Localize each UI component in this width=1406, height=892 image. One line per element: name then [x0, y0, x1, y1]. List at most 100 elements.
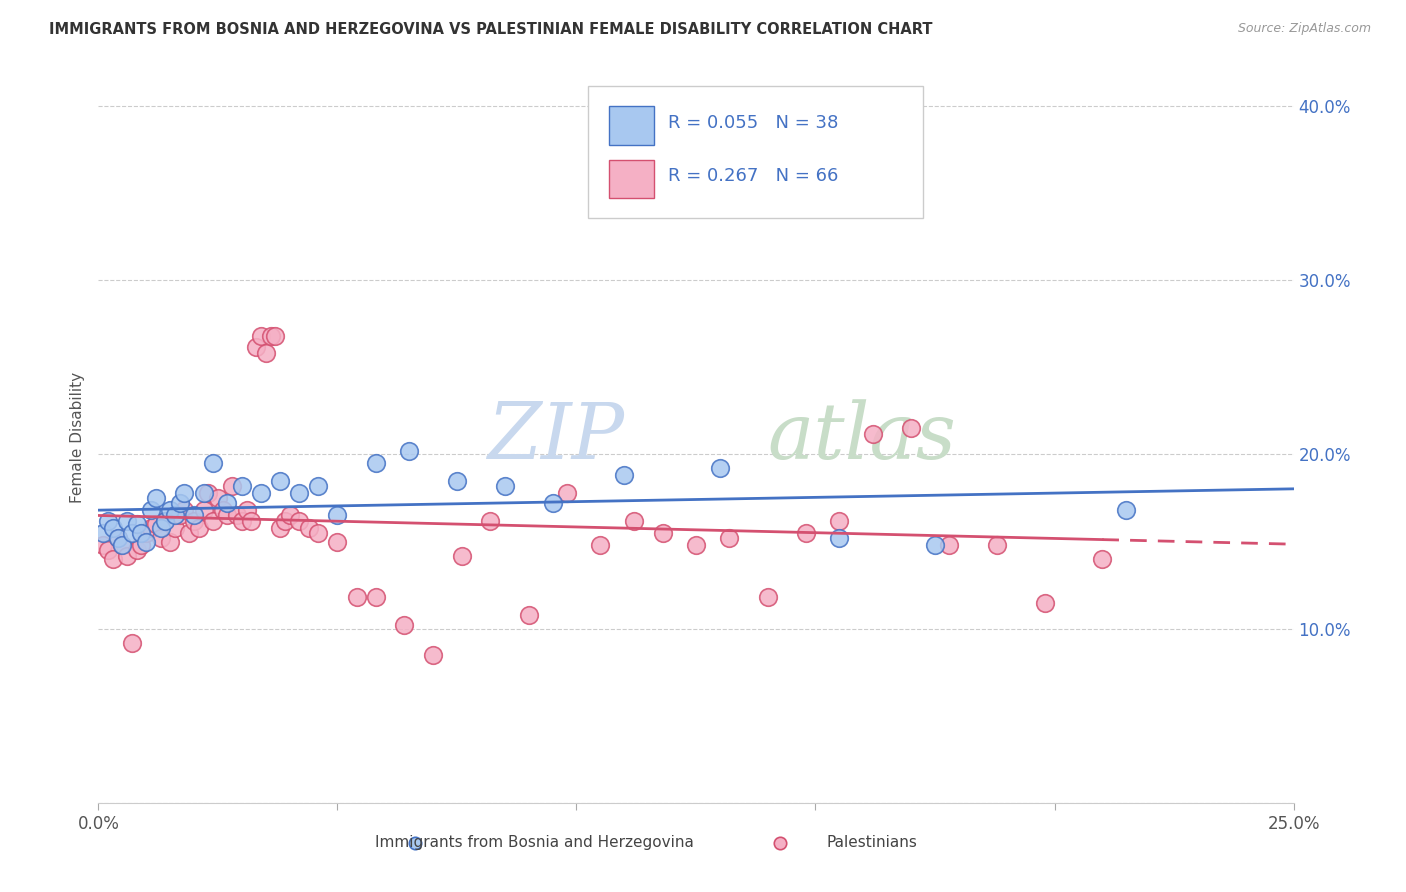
- Point: [183, 514, 205, 528]
- Text: ZIP: ZIP: [486, 399, 624, 475]
- Point: [217, 508, 239, 523]
- Point: [125, 543, 148, 558]
- Point: [288, 514, 311, 528]
- Point: [709, 461, 731, 475]
- Point: [149, 521, 172, 535]
- Point: [107, 531, 129, 545]
- Y-axis label: Female Disability: Female Disability: [70, 371, 86, 503]
- Point: [685, 538, 707, 552]
- Point: [183, 508, 205, 523]
- Point: [259, 329, 281, 343]
- Point: [274, 514, 297, 528]
- Point: [254, 346, 277, 360]
- Point: [159, 534, 181, 549]
- Point: [718, 531, 741, 545]
- Point: [131, 525, 153, 540]
- Point: [155, 514, 177, 528]
- Point: [828, 514, 851, 528]
- Point: [288, 485, 311, 500]
- Text: Source: ZipAtlas.com: Source: ZipAtlas.com: [1237, 22, 1371, 36]
- Point: [135, 525, 157, 540]
- Point: [541, 496, 564, 510]
- Point: [169, 496, 191, 510]
- Point: [145, 517, 167, 532]
- Point: [651, 525, 673, 540]
- Point: [450, 549, 472, 563]
- Point: [163, 508, 186, 523]
- Point: [231, 514, 253, 528]
- Point: [221, 479, 243, 493]
- Point: [240, 514, 263, 528]
- Point: [107, 531, 129, 545]
- FancyBboxPatch shape: [609, 160, 654, 198]
- Point: [250, 485, 273, 500]
- Point: [1033, 595, 1056, 609]
- Point: [900, 421, 922, 435]
- Text: R = 0.055   N = 38: R = 0.055 N = 38: [668, 114, 839, 132]
- Point: [278, 508, 301, 523]
- Text: Palestinians: Palestinians: [827, 836, 917, 850]
- Point: [269, 521, 291, 535]
- FancyBboxPatch shape: [609, 106, 654, 145]
- Point: [226, 508, 249, 523]
- Point: [179, 525, 201, 540]
- Point: [555, 485, 578, 500]
- Text: IMMIGRANTS FROM BOSNIA AND HERZEGOVINA VS PALESTINIAN FEMALE DISABILITY CORRELAT: IMMIGRANTS FROM BOSNIA AND HERZEGOVINA V…: [49, 22, 932, 37]
- Point: [121, 635, 143, 649]
- Text: Immigrants from Bosnia and Herzegovina: Immigrants from Bosnia and Herzegovina: [375, 836, 693, 850]
- Point: [111, 538, 134, 552]
- Point: [211, 503, 233, 517]
- Point: [613, 468, 636, 483]
- FancyBboxPatch shape: [589, 86, 922, 218]
- Point: [422, 648, 444, 662]
- Point: [155, 514, 177, 528]
- Point: [235, 503, 257, 517]
- Point: [307, 479, 329, 493]
- Point: [307, 525, 329, 540]
- Point: [97, 514, 120, 528]
- Point: [494, 479, 516, 493]
- Point: [202, 514, 225, 528]
- Point: [245, 339, 267, 353]
- Point: [159, 503, 181, 517]
- Point: [207, 491, 229, 505]
- Point: [326, 534, 349, 549]
- Point: [135, 534, 157, 549]
- Point: [139, 503, 162, 517]
- Point: [828, 531, 851, 545]
- Point: [193, 503, 215, 517]
- Point: [623, 514, 645, 528]
- Point: [394, 618, 416, 632]
- Point: [298, 521, 321, 535]
- Point: [121, 525, 143, 540]
- Point: [115, 514, 138, 528]
- Point: [217, 496, 239, 510]
- Point: [250, 329, 273, 343]
- Point: [187, 521, 209, 535]
- Point: [589, 538, 612, 552]
- Point: [364, 591, 387, 605]
- Point: [756, 591, 779, 605]
- Point: [326, 508, 349, 523]
- Point: [264, 329, 287, 343]
- Point: [163, 521, 186, 535]
- Point: [1115, 503, 1137, 517]
- Point: [794, 525, 817, 540]
- Point: [231, 479, 253, 493]
- Point: [91, 538, 114, 552]
- Point: [145, 491, 167, 505]
- Point: [346, 591, 368, 605]
- Point: [938, 538, 960, 552]
- Point: [139, 521, 162, 535]
- Point: [97, 543, 120, 558]
- Point: [101, 521, 124, 535]
- Text: R = 0.267   N = 66: R = 0.267 N = 66: [668, 167, 839, 185]
- Point: [202, 456, 225, 470]
- Point: [398, 444, 420, 458]
- Text: atlas: atlas: [768, 399, 956, 475]
- Point: [169, 508, 191, 523]
- Point: [986, 538, 1008, 552]
- Point: [1091, 552, 1114, 566]
- Point: [173, 485, 195, 500]
- Point: [131, 538, 153, 552]
